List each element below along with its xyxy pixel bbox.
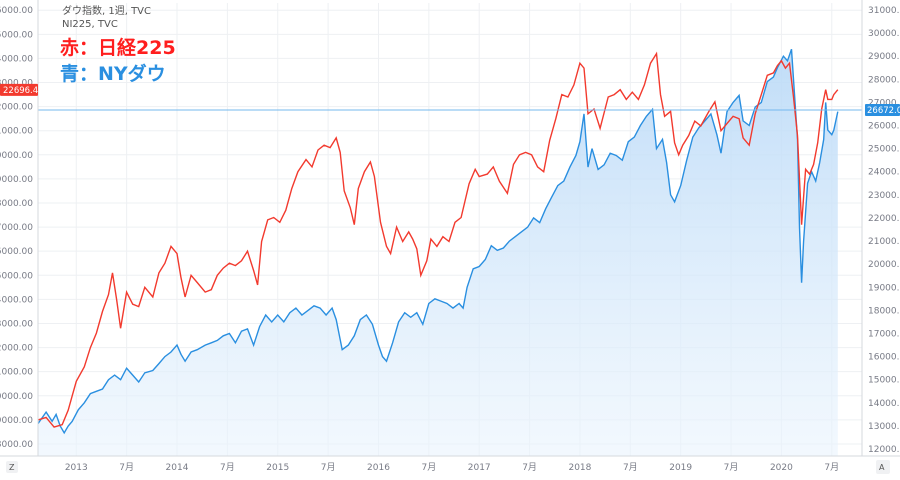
left-tick-label: 15000.00 <box>0 271 33 281</box>
right-tick-label: 13000.0 <box>868 422 900 432</box>
svg-text:26672.0: 26672.0 <box>867 106 900 116</box>
corner-right-label: A <box>879 463 885 472</box>
last-value-badge-dow: 26672.0 <box>865 103 900 116</box>
x-tick-label: 7月 <box>522 462 537 473</box>
right-tick-label: 28000.0 <box>868 75 900 85</box>
right-tick-label: 17000.0 <box>868 330 900 340</box>
x-tick-label: 2020 <box>770 463 793 473</box>
x-tick-label: 2015 <box>266 463 289 473</box>
x-tick-label: 7月 <box>321 462 336 473</box>
x-tick-label: 7月 <box>724 462 739 473</box>
svg-text:22696.42: 22696.42 <box>3 86 44 96</box>
left-tick-label: 11000.00 <box>0 368 33 378</box>
left-tick-label: 18000.00 <box>0 199 33 209</box>
dow-area-fill <box>38 49 838 456</box>
left-tick-label: 19000.00 <box>0 175 33 185</box>
right-tick-label: 23000.0 <box>868 191 900 201</box>
x-tick-label: 2014 <box>166 463 189 473</box>
left-tick-label: 21000.00 <box>0 127 33 137</box>
series-line-nikkei <box>37 51 839 428</box>
right-tick-label: 16000.0 <box>868 353 900 363</box>
left-tick-label: 23000.00 <box>0 79 33 89</box>
right-tick-label: 25000.0 <box>868 145 900 155</box>
legend-nikkei: 赤：日経225 <box>60 36 176 59</box>
corner-right-button[interactable]: A <box>876 460 890 474</box>
x-tick-label: 7月 <box>119 462 134 473</box>
right-tick-label: 12000.0 <box>868 445 900 455</box>
right-tick-label: 14000.0 <box>868 399 900 409</box>
left-tick-label: 13000.00 <box>0 319 33 329</box>
left-tick-label: 17000.00 <box>0 223 33 233</box>
series-lines <box>37 48 839 435</box>
x-tick-label: 2019 <box>669 463 692 473</box>
right-tick-label: 18000.0 <box>868 306 900 316</box>
left-tick-label: 14000.00 <box>0 295 33 305</box>
right-tick-label: 26000.0 <box>868 121 900 131</box>
right-tick-label: 22000.0 <box>868 214 900 224</box>
left-tick-label: 10000.00 <box>0 392 33 402</box>
symbol-line-1[interactable]: ダウ指数, 1週, TVC <box>62 4 151 17</box>
right-tick-label: 21000.0 <box>868 237 900 247</box>
right-tick-label: 20000.0 <box>868 260 900 270</box>
last-value-badge-nikkei: 22696.42 <box>0 83 44 96</box>
left-tick-label: 25000.00 <box>0 30 33 40</box>
left-tick-label: 26000.00 <box>0 6 33 16</box>
corner-left-label: Z <box>9 463 15 472</box>
right-tick-label: 19000.0 <box>868 283 900 293</box>
right-tick-label: 31000.0 <box>868 6 900 16</box>
left-tick-label: 24000.00 <box>0 54 33 64</box>
series-line-dow <box>37 48 839 435</box>
left-tick-label: 9000.00 <box>0 416 33 426</box>
dow-area <box>38 49 838 456</box>
x-tick-label: 7月 <box>220 462 235 473</box>
left-tick-label: 22000.00 <box>0 103 33 113</box>
left-tick-label: 16000.00 <box>0 247 33 257</box>
x-tick-label: 7月 <box>623 462 638 473</box>
x-tick-label: 7月 <box>824 462 839 473</box>
right-tick-label: 24000.0 <box>868 168 900 178</box>
x-tick-label: 2017 <box>468 463 491 473</box>
left-tick-label: 12000.00 <box>0 344 33 354</box>
right-tick-label: 27000.0 <box>868 98 900 108</box>
right-tick-label: 30000.0 <box>868 29 900 39</box>
x-tick-label: 2016 <box>367 463 390 473</box>
x-tick-label: 2013 <box>65 463 88 473</box>
x-tick-label: 7月 <box>421 462 436 473</box>
left-tick-label: 8000.00 <box>0 440 33 450</box>
right-tick-label: 29000.0 <box>868 52 900 62</box>
symbol-line-2[interactable]: NI225, TVC <box>62 19 118 30</box>
legend-dow: 青：NYダウ <box>60 62 166 85</box>
left-tick-label: 20000.00 <box>0 151 33 161</box>
corner-left-button[interactable]: Z <box>6 461 18 473</box>
x-tick-label: 2018 <box>568 463 591 473</box>
right-tick-label: 15000.0 <box>868 376 900 386</box>
